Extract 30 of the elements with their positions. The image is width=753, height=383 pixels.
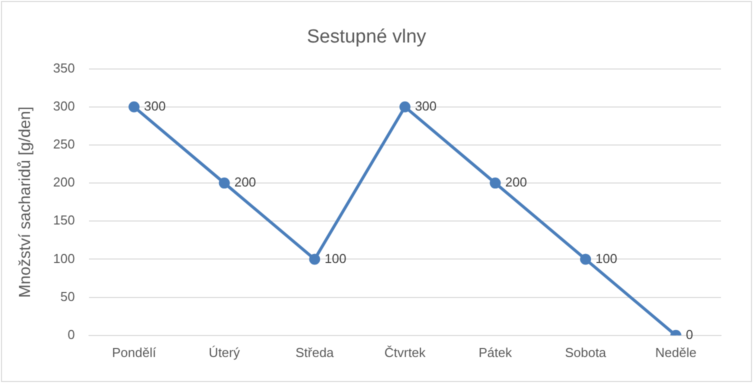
- data-label: 0: [686, 326, 694, 342]
- y-tick-label: 250: [53, 136, 75, 152]
- chart-title: Sestupné vlny: [306, 26, 427, 48]
- x-tick-label: Pondělí: [112, 344, 156, 360]
- point: [399, 101, 410, 112]
- point: [128, 101, 140, 112]
- x-tick-label: Úterý: [208, 344, 240, 360]
- data-label: 300: [144, 98, 166, 114]
- y-tick-label: 0: [68, 326, 75, 342]
- y-tick-label: 150: [53, 212, 75, 228]
- y-tick-label: 200: [53, 174, 75, 190]
- point: [309, 254, 320, 265]
- x-tick-label: Čtvrtek: [384, 344, 426, 360]
- y-tick-label: 300: [53, 98, 75, 114]
- y-tick-label: 350: [53, 60, 75, 76]
- data-label: 200: [234, 174, 256, 190]
- y-tick-label: 50: [60, 288, 75, 304]
- data-label: 100: [596, 250, 618, 266]
- x-tick-label: Neděle: [655, 344, 696, 360]
- x-tick-label: Středa: [295, 344, 335, 360]
- x-tick-label: Pátek: [478, 344, 512, 360]
- point: [580, 254, 592, 265]
- point: [218, 178, 230, 189]
- data-label: 200: [505, 174, 527, 190]
- y-axis-title: Množství sacharidů [g/den]: [17, 106, 34, 298]
- data-label: 300: [414, 98, 437, 114]
- y-tick-label: 100: [53, 250, 75, 266]
- point: [490, 178, 501, 189]
- x-tick-label: Sobota: [564, 344, 607, 360]
- data-label: 100: [324, 250, 346, 266]
